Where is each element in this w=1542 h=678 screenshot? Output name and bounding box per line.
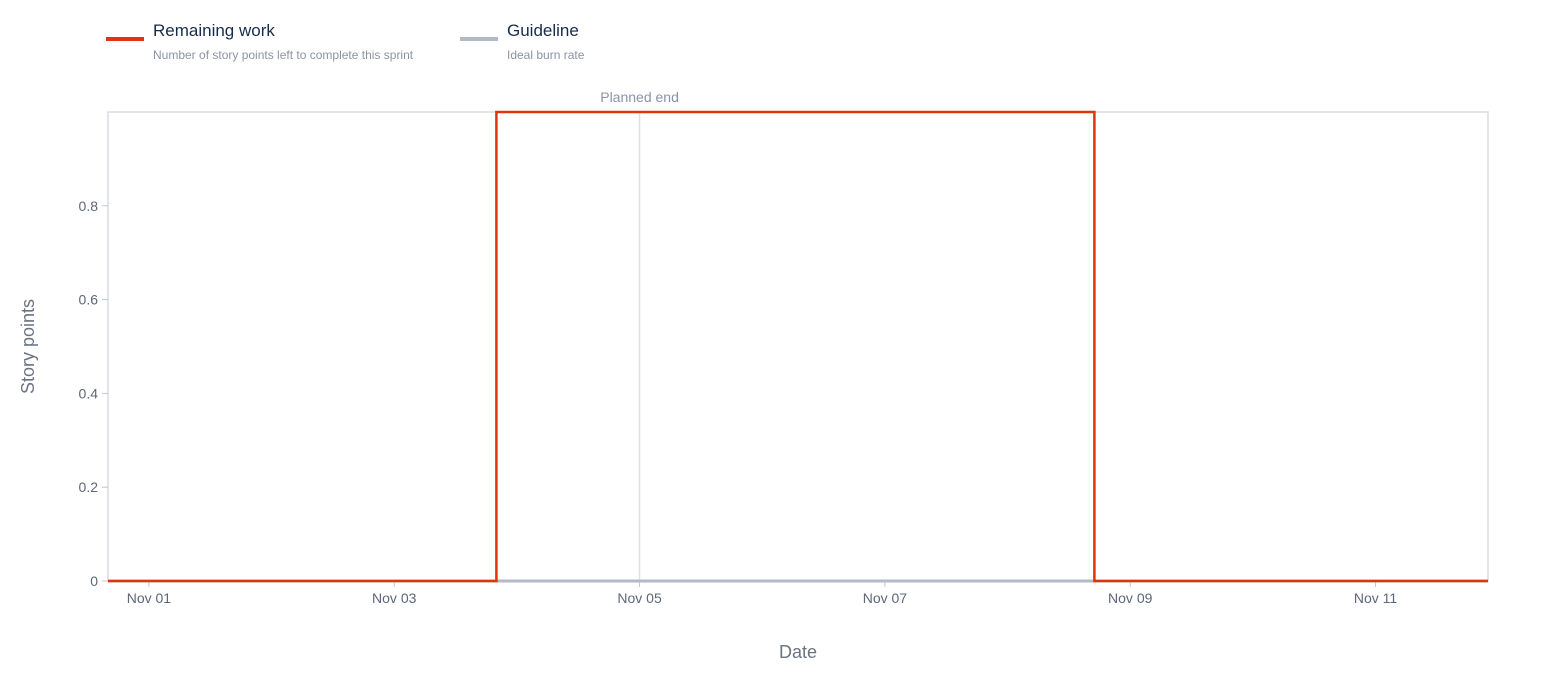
y-tick-label: 0.2 <box>79 479 99 495</box>
y-axis-title: Story points <box>18 299 38 394</box>
x-tick-label: Nov 09 <box>1108 590 1153 606</box>
plot-area-border <box>107 111 1489 582</box>
legend-description-guideline: Ideal burn rate <box>507 48 585 62</box>
y-tick-label: 0.4 <box>79 385 99 401</box>
planned-end-label: Planned end <box>600 89 679 105</box>
x-tick-label: Nov 05 <box>617 590 662 606</box>
legend-swatch-guideline <box>460 37 498 41</box>
legend-swatch-remaining-work <box>106 37 144 41</box>
y-tick-label: 0.6 <box>79 292 99 308</box>
legend-description-remaining-work: Number of story points left to complete … <box>153 48 414 62</box>
y-tick-label: 0.8 <box>79 198 99 214</box>
legend-title-guideline: Guideline <box>507 21 579 40</box>
series-line-remaining-work <box>108 110 1488 583</box>
x-tick-label: Nov 11 <box>1354 590 1398 606</box>
legend-title-remaining-work: Remaining work <box>153 21 275 40</box>
y-tick-label: 0 <box>90 573 98 589</box>
x-tick-label: Nov 03 <box>372 590 417 606</box>
x-axis-title: Date <box>779 642 817 662</box>
x-tick-label: Nov 01 <box>127 590 172 606</box>
x-tick-label: Nov 07 <box>863 590 908 606</box>
